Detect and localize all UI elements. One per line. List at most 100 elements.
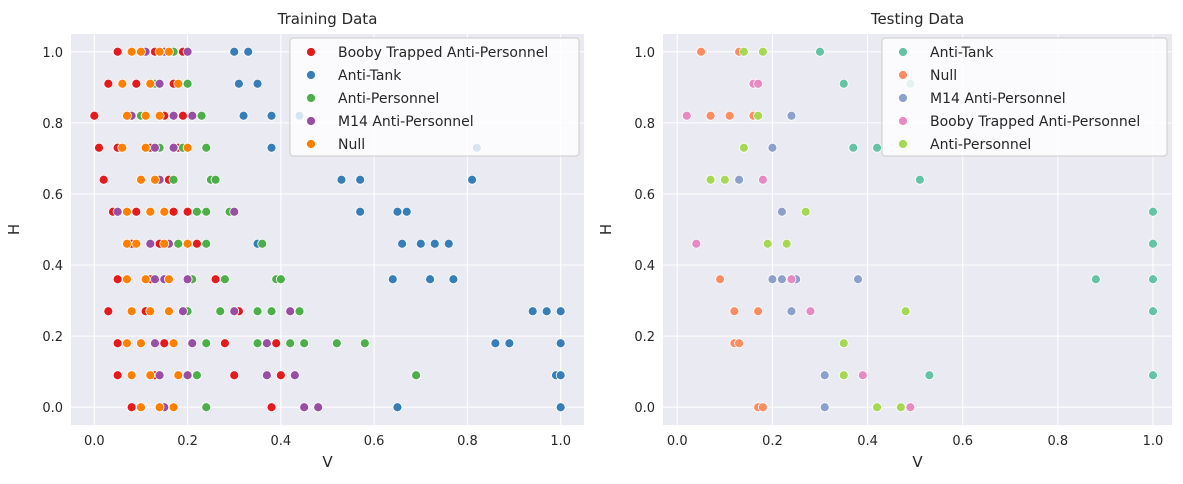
data-point bbox=[131, 78, 142, 89]
data-point bbox=[103, 78, 114, 89]
data-point bbox=[705, 174, 716, 185]
y-axis-label: H bbox=[597, 224, 615, 235]
data-point bbox=[429, 238, 440, 249]
data-point bbox=[786, 110, 797, 121]
data-point bbox=[848, 142, 859, 153]
data-point bbox=[168, 110, 179, 121]
data-point bbox=[729, 306, 740, 317]
data-point bbox=[872, 142, 882, 153]
data-point bbox=[331, 338, 342, 349]
data-point bbox=[555, 338, 566, 349]
data-point bbox=[800, 206, 811, 217]
legend-label: Anti-Tank bbox=[930, 45, 994, 61]
data-point bbox=[853, 274, 863, 285]
data-point bbox=[89, 110, 100, 121]
data-point bbox=[504, 338, 515, 349]
data-point bbox=[178, 110, 188, 121]
data-point bbox=[443, 238, 454, 249]
data-point bbox=[1090, 274, 1101, 285]
data-point bbox=[201, 402, 212, 413]
data-point bbox=[1148, 306, 1158, 317]
data-point bbox=[150, 142, 160, 153]
legend-marker bbox=[898, 93, 908, 103]
data-point bbox=[266, 142, 277, 153]
data-point bbox=[1148, 274, 1158, 285]
data-point bbox=[738, 46, 749, 57]
x-tick-label: 0.8 bbox=[457, 434, 478, 449]
data-point bbox=[415, 238, 426, 249]
data-point bbox=[555, 306, 566, 317]
data-point bbox=[233, 78, 244, 89]
data-point bbox=[336, 174, 347, 185]
data-point bbox=[392, 402, 403, 413]
data-point bbox=[724, 110, 735, 121]
data-point bbox=[122, 274, 132, 285]
data-point bbox=[425, 274, 436, 285]
y-tick-label: 0.2 bbox=[634, 330, 655, 345]
y-tick-label: 0.4 bbox=[634, 259, 655, 274]
data-point bbox=[94, 142, 104, 153]
data-point bbox=[359, 338, 370, 349]
data-point bbox=[196, 110, 207, 121]
chart-panel-2: 0.0 0.2 0.4 0.6 0.8 1.0 0.0 0.2 0.4 0.6 0.8 1.0 V H Te… bbox=[597, 10, 1172, 471]
data-point bbox=[777, 206, 787, 217]
data-point bbox=[136, 338, 146, 349]
data-point bbox=[555, 370, 566, 381]
data-point bbox=[448, 274, 459, 285]
data-point bbox=[753, 110, 764, 121]
data-point bbox=[136, 174, 146, 185]
data-point bbox=[103, 306, 114, 317]
data-point bbox=[173, 370, 184, 381]
legend-marker bbox=[306, 139, 316, 149]
data-point bbox=[275, 274, 286, 285]
data-point bbox=[705, 110, 716, 121]
y-tick-label: 1.0 bbox=[42, 46, 63, 61]
data-point bbox=[145, 370, 156, 381]
data-point bbox=[140, 110, 151, 121]
legend-marker bbox=[898, 139, 908, 149]
series-4 bbox=[112, 46, 324, 413]
data-point bbox=[1148, 238, 1158, 249]
data-point bbox=[229, 370, 240, 381]
x-axis-label: V bbox=[322, 453, 333, 471]
data-point bbox=[900, 306, 911, 317]
legend-label: Null bbox=[338, 137, 365, 153]
data-point bbox=[924, 370, 935, 381]
data-point bbox=[173, 238, 184, 249]
data-point bbox=[182, 206, 193, 217]
x-tick-label: 0.2 bbox=[762, 434, 783, 449]
data-point bbox=[168, 174, 179, 185]
data-point bbox=[215, 306, 226, 317]
data-point bbox=[117, 142, 128, 153]
data-point bbox=[126, 46, 137, 57]
data-point bbox=[168, 338, 179, 349]
data-point bbox=[182, 238, 193, 249]
data-point bbox=[182, 78, 193, 89]
data-point bbox=[738, 142, 749, 153]
data-point bbox=[387, 274, 398, 285]
x-tick-label: 0.6 bbox=[952, 434, 973, 449]
data-point bbox=[192, 370, 202, 381]
data-point bbox=[182, 370, 193, 381]
data-point bbox=[182, 274, 193, 285]
data-point bbox=[541, 306, 552, 317]
legend-label: M14 Anti-Personnel bbox=[338, 114, 474, 130]
data-point bbox=[781, 238, 792, 249]
data-point bbox=[122, 110, 132, 121]
data-point bbox=[187, 338, 198, 349]
data-point bbox=[210, 174, 221, 185]
data-point bbox=[777, 274, 787, 285]
data-point bbox=[261, 370, 272, 381]
data-point bbox=[691, 238, 702, 249]
legend-marker bbox=[898, 70, 908, 80]
data-point bbox=[257, 238, 268, 249]
data-point bbox=[285, 306, 296, 317]
y-tick-label: 0.0 bbox=[634, 401, 655, 416]
data-point bbox=[229, 306, 240, 317]
data-point bbox=[527, 306, 538, 317]
data-point bbox=[112, 46, 123, 57]
y-tick-label: 0.6 bbox=[634, 188, 655, 203]
data-point bbox=[168, 206, 179, 217]
data-point bbox=[229, 46, 240, 57]
data-point bbox=[201, 338, 212, 349]
